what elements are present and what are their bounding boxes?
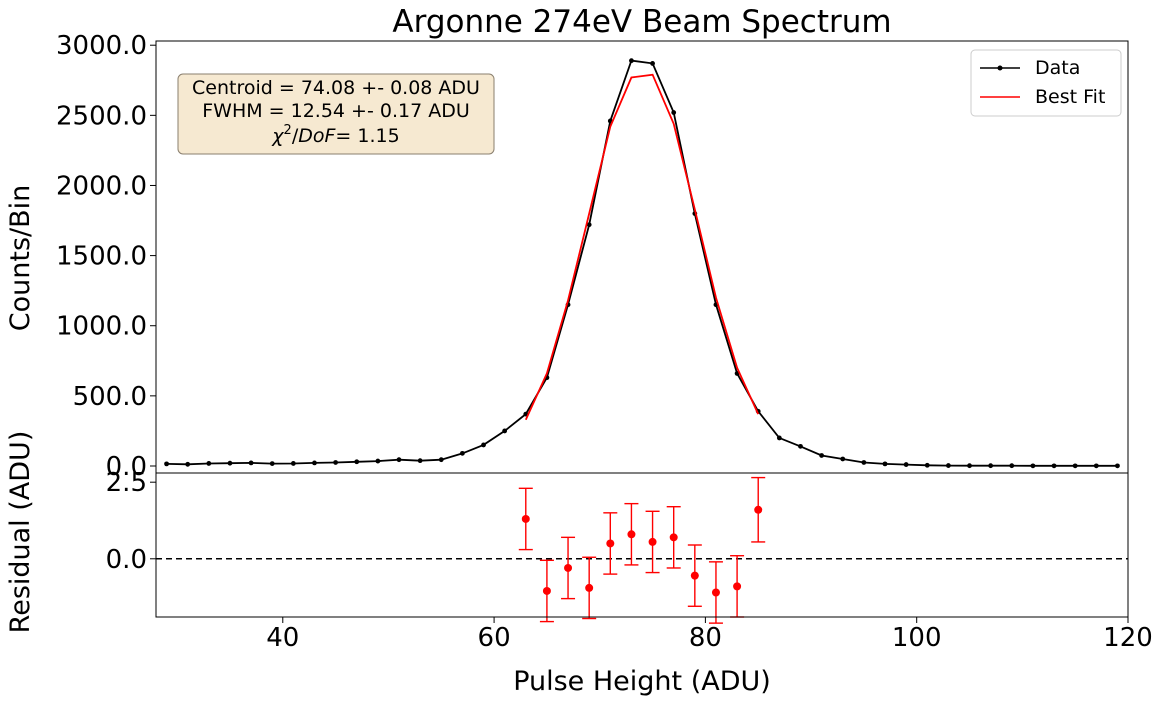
residual-point — [539, 559, 554, 623]
residual-point — [518, 487, 533, 551]
x-tick-label: 120 — [1103, 623, 1153, 653]
y-tick-label: 3000.0 — [56, 31, 147, 61]
data-point — [502, 428, 508, 434]
residual-point — [687, 544, 702, 607]
data-point — [1030, 463, 1036, 469]
data-point — [798, 443, 803, 449]
y-tick-label: 1000.0 — [56, 312, 147, 342]
data-point — [481, 442, 486, 448]
data-point — [375, 458, 381, 464]
y-tick-label: 2000.0 — [56, 171, 147, 201]
y-axis-label-residual: Residual (ADU) — [5, 431, 36, 634]
residual-point — [561, 536, 576, 600]
residual-point — [751, 476, 766, 543]
fwhm-text: FWHM = 12.54 +- 0.17 ADU — [202, 100, 470, 122]
data-point — [206, 461, 212, 466]
x-tick-label: 100 — [892, 623, 942, 653]
residual-point — [708, 561, 723, 624]
data-point — [185, 461, 191, 467]
data-point — [945, 463, 951, 468]
residual-point — [666, 506, 681, 569]
data-point — [354, 459, 360, 465]
data-point — [882, 461, 888, 467]
x-tick-label: 80 — [689, 623, 722, 653]
y-tick-label: 0.0 — [106, 452, 147, 482]
x-tick-label: 60 — [478, 623, 511, 653]
data-point — [227, 460, 233, 466]
y-tick-label: 2500.0 — [56, 101, 147, 131]
best-fit-line — [524, 73, 760, 421]
x-tick-label: 40 — [266, 623, 299, 653]
data-point — [861, 460, 867, 465]
data-point — [819, 453, 825, 458]
data-point — [459, 450, 465, 456]
residual-point — [603, 512, 618, 575]
y-tick-label: 1500.0 — [56, 242, 147, 272]
spectrum-panel: 0.0 500.0 1000.0 1500.0 2000.0 2500.0 3000.0 — [56, 31, 1129, 482]
data-point — [671, 110, 677, 115]
centroid-text: Centroid = 74.08 +- 0.08 ADU — [192, 77, 480, 99]
data-point — [650, 61, 655, 66]
residual-panel: 0.0 2.5 40 60 80 100 120 — [106, 468, 1153, 653]
residual-y-tick-label: 0.0 — [106, 545, 147, 575]
residual-point — [730, 555, 745, 618]
data-point — [396, 457, 402, 463]
data-point — [438, 457, 444, 463]
residual-y-tick-label: 2.5 — [106, 468, 147, 498]
residual-point — [624, 502, 639, 566]
legend-fit-label: Best Fit — [1035, 86, 1105, 108]
data-point — [248, 460, 254, 466]
data-point — [629, 58, 634, 64]
data-point — [988, 463, 994, 469]
data-point — [1051, 463, 1057, 469]
fit-results-box: Centroid = 74.08 +- 0.08 ADU FWHM = 12.5… — [177, 73, 495, 155]
data-point — [776, 435, 782, 441]
y-tick-label: 500.0 — [73, 382, 147, 412]
data-point — [269, 461, 275, 467]
legend-data-marker — [997, 65, 1003, 71]
data-point — [312, 460, 317, 466]
legend: Data Best Fit — [970, 49, 1122, 117]
data-point — [586, 222, 592, 228]
data-point — [1115, 463, 1120, 469]
y-axis-label-counts: Counts/Bin — [5, 185, 36, 331]
data-point — [333, 460, 339, 465]
data-point — [164, 461, 169, 467]
residual-axes-frame — [155, 472, 1129, 618]
data-point — [924, 462, 930, 468]
residual-point — [582, 556, 597, 620]
data-point — [417, 458, 423, 464]
chart-title: Argonne 274eV Beam Spectrum — [392, 4, 891, 40]
residual-point — [645, 510, 660, 574]
data-point — [1009, 463, 1015, 469]
data-point — [967, 463, 972, 469]
x-axis-label: Pulse Height (ADU) — [513, 666, 771, 697]
data-series-line — [166, 59, 1118, 467]
data-point — [1093, 463, 1099, 469]
data-point — [290, 461, 296, 466]
chi2-text: χ2/DoF= 1.15 — [271, 123, 399, 147]
data-point — [903, 462, 909, 467]
data-point — [840, 456, 846, 462]
legend-data-label: Data — [1035, 57, 1080, 79]
data-point — [1072, 463, 1078, 469]
